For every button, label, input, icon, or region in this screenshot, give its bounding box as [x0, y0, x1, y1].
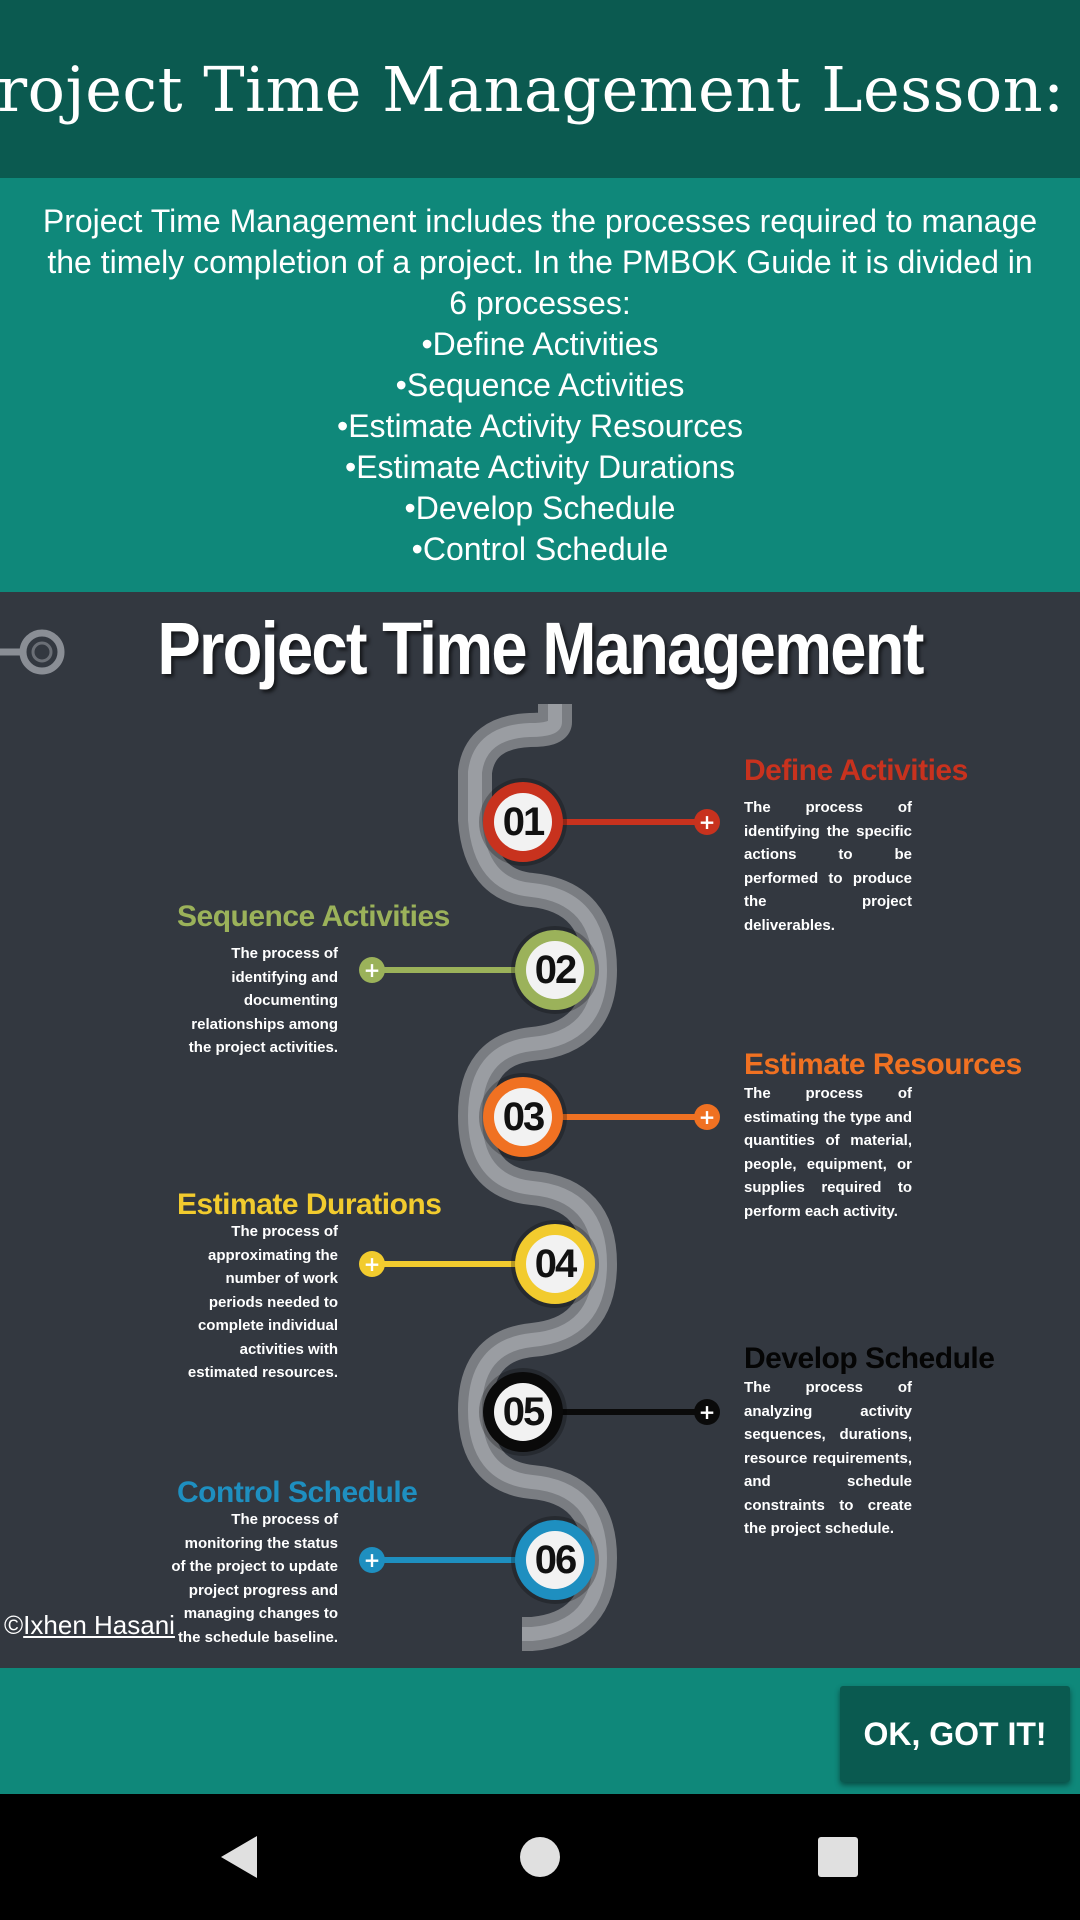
plus-icon: + [359, 1251, 385, 1277]
step-heading: Sequence Activities [177, 900, 450, 933]
process-item: •Define Activities [421, 325, 659, 362]
process-item: •Estimate Activity Resources [337, 407, 743, 444]
process-item: •Estimate Activity Durations [345, 448, 735, 485]
step-description: The process of identifying and documenti… [188, 945, 338, 1056]
step-number: 02 [526, 941, 584, 999]
step-number: 03 [494, 1088, 552, 1146]
step-connector [372, 967, 555, 973]
step-description: The process of monitoring the status of … [171, 1511, 338, 1646]
app-header: Project Time Management Lesson: 1 [0, 0, 1080, 178]
key-icon [0, 629, 65, 675]
process-item: •Control Schedule [411, 530, 669, 567]
step-description: The process of identifying the specific … [744, 799, 912, 934]
step-heading: Estimate Durations [177, 1188, 442, 1221]
step-number-badge: 02 [515, 930, 595, 1010]
step-description: The process of estimating the type and q… [744, 1085, 912, 1220]
plus-icon: + [359, 1547, 385, 1573]
step-connector [523, 1114, 707, 1120]
copyright-symbol: © [4, 1610, 24, 1640]
system-navigation-bar [0, 1794, 1080, 1920]
step-heading: Develop Schedule [744, 1342, 995, 1375]
step-number-badge: 03 [483, 1077, 563, 1157]
step-number: 05 [494, 1383, 552, 1441]
lesson-infographic: Project Time Management +01 Define Activi… [0, 592, 1080, 1668]
description-intro: Project Time Management includes the pro… [42, 202, 1038, 321]
step-heading: Define Activities [744, 754, 968, 787]
dialog-footer: OK, GOT IT! [0, 1668, 1080, 1794]
step-number: 04 [526, 1235, 584, 1293]
step-connector [523, 1409, 707, 1415]
process-list: •Define Activities •Sequence Activities … [337, 324, 743, 570]
back-icon[interactable] [205, 1822, 275, 1892]
lesson-description: Project Time Management includes the pro… [0, 178, 1080, 592]
recents-icon[interactable] [803, 1822, 873, 1892]
step-connector [372, 1261, 555, 1267]
plus-icon: + [694, 1399, 720, 1425]
step-description: The process of approximating the number … [187, 1223, 338, 1381]
timeline-path [457, 704, 618, 1651]
step-number-badge: 06 [515, 1520, 595, 1600]
step-connector [523, 819, 707, 825]
home-icon[interactable] [505, 1822, 575, 1892]
page-title: Project Time Management Lesson: 1 [0, 52, 1080, 126]
step-number-badge: 05 [483, 1372, 563, 1452]
step-number: 06 [526, 1531, 584, 1589]
infographic-title: Project Time Management [157, 607, 924, 690]
step-number: 01 [494, 793, 552, 851]
author-credit: ©Ixhen Hasani [4, 1610, 175, 1641]
step-heading: Estimate Resources [744, 1048, 1022, 1081]
step-description: The process of analyzing activity sequen… [744, 1379, 912, 1537]
author-name: Ixhen Hasani [23, 1610, 175, 1640]
step-connector [372, 1557, 555, 1563]
step-number-badge: 01 [483, 782, 563, 862]
step-number-badge: 04 [515, 1224, 595, 1304]
plus-icon: + [694, 1104, 720, 1130]
plus-icon: + [694, 809, 720, 835]
process-item: •Develop Schedule [404, 489, 676, 526]
ok-got-it-button[interactable]: OK, GOT IT! [840, 1686, 1070, 1782]
plus-icon: + [359, 957, 385, 983]
step-heading: Control Schedule [177, 1476, 418, 1509]
process-item: •Sequence Activities [395, 366, 685, 403]
